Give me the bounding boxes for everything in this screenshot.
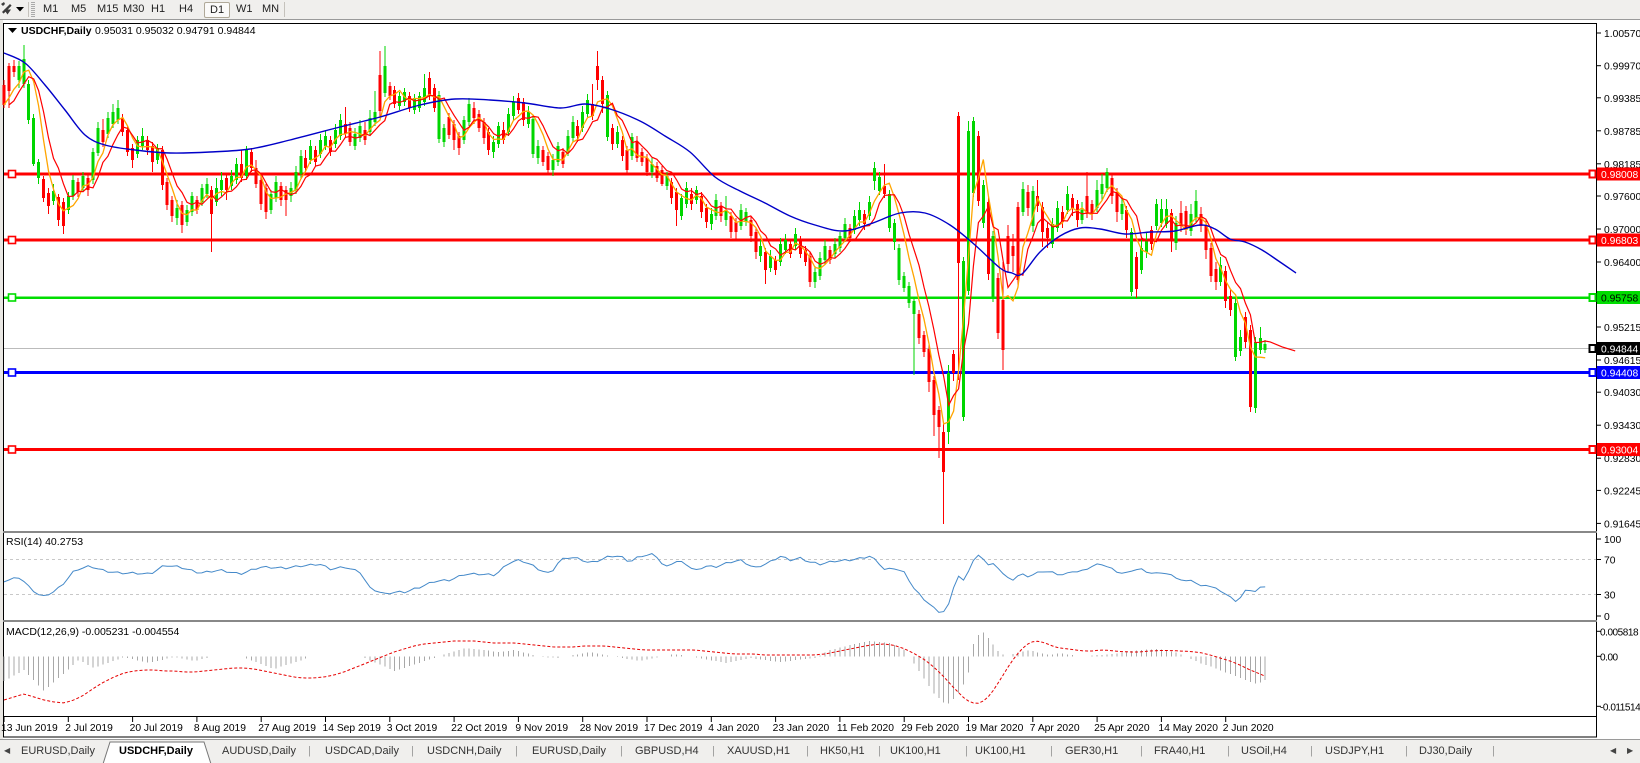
- svg-text:0.005818: 0.005818: [1600, 627, 1639, 638]
- svg-text:19 Mar 2020: 19 Mar 2020: [966, 723, 1024, 734]
- svg-text:0.94615: 0.94615: [1604, 356, 1640, 367]
- svg-text:MACD(12,26,9) -0.005231 -0.004: MACD(12,26,9) -0.005231 -0.004554: [6, 626, 180, 638]
- svg-text:0.92245: 0.92245: [1604, 486, 1640, 497]
- svg-text:2 Jul 2019: 2 Jul 2019: [65, 723, 113, 734]
- svg-text:17 Dec 2019: 17 Dec 2019: [644, 723, 703, 734]
- svg-text:20 Jul 2019: 20 Jul 2019: [130, 723, 184, 734]
- svg-text:0.91645: 0.91645: [1604, 519, 1640, 530]
- svg-text:23 Jan 2020: 23 Jan 2020: [773, 723, 830, 734]
- svg-text:7 Apr 2020: 7 Apr 2020: [1030, 723, 1080, 734]
- svg-text:25 Apr 2020: 25 Apr 2020: [1094, 723, 1150, 734]
- svg-text:0.93004: 0.93004: [1601, 446, 1638, 457]
- svg-text:0.97600: 0.97600: [1604, 192, 1640, 203]
- svg-text:0.94844: 0.94844: [1601, 345, 1638, 356]
- svg-text:100: 100: [1604, 535, 1621, 546]
- svg-text:70: 70: [1604, 556, 1616, 567]
- svg-text:0.96803: 0.96803: [1601, 236, 1638, 247]
- svg-text:11 Feb 2020: 11 Feb 2020: [837, 723, 894, 734]
- svg-text:3 Oct 2019: 3 Oct 2019: [387, 723, 438, 734]
- svg-text:9 Nov 2019: 9 Nov 2019: [515, 723, 568, 734]
- svg-text:0.00: 0.00: [1600, 652, 1619, 663]
- svg-text:14 May 2020: 14 May 2020: [1158, 723, 1218, 734]
- svg-text:RSI(14) 40.2753: RSI(14) 40.2753: [6, 536, 83, 548]
- svg-text:0.94030: 0.94030: [1604, 388, 1640, 399]
- svg-text:30: 30: [1604, 591, 1616, 602]
- svg-text:0.92830: 0.92830: [1604, 454, 1640, 465]
- svg-text:22 Oct 2019: 22 Oct 2019: [451, 723, 507, 734]
- svg-text:0: 0: [1604, 612, 1610, 623]
- svg-text:0.95758: 0.95758: [1601, 294, 1638, 305]
- svg-text:1.00570: 1.00570: [1604, 29, 1640, 40]
- svg-text:4 Jan 2020: 4 Jan 2020: [708, 723, 759, 734]
- svg-text:0.99385: 0.99385: [1604, 94, 1640, 105]
- svg-text:0.98185: 0.98185: [1604, 160, 1640, 171]
- svg-text:0.96400: 0.96400: [1604, 258, 1640, 269]
- svg-text:0.95031 0.95032 0.94791 0.9484: 0.95031 0.95032 0.94791 0.94844: [95, 25, 256, 37]
- svg-text:-0.011514: -0.011514: [1600, 702, 1640, 713]
- svg-text:0.98008: 0.98008: [1601, 170, 1638, 181]
- svg-text:8 Aug 2019: 8 Aug 2019: [194, 723, 246, 734]
- svg-text:29 Feb 2020: 29 Feb 2020: [901, 723, 959, 734]
- svg-text:28 Nov 2019: 28 Nov 2019: [580, 723, 639, 734]
- svg-text:0.98785: 0.98785: [1604, 127, 1640, 138]
- svg-text:0.99970: 0.99970: [1604, 62, 1640, 73]
- svg-text:2 Jun 2020: 2 Jun 2020: [1223, 723, 1274, 734]
- svg-text:14 Sep 2019: 14 Sep 2019: [323, 723, 382, 734]
- svg-text:13 Jun 2019: 13 Jun 2019: [1, 723, 58, 734]
- svg-text:USDCHF,Daily: USDCHF,Daily: [21, 25, 92, 37]
- svg-text:0.93430: 0.93430: [1604, 421, 1640, 432]
- svg-text:27 Aug 2019: 27 Aug 2019: [258, 723, 316, 734]
- svg-text:0.95215: 0.95215: [1604, 323, 1640, 334]
- svg-text:0.94408: 0.94408: [1601, 369, 1638, 380]
- svg-text:0.97000: 0.97000: [1604, 225, 1640, 236]
